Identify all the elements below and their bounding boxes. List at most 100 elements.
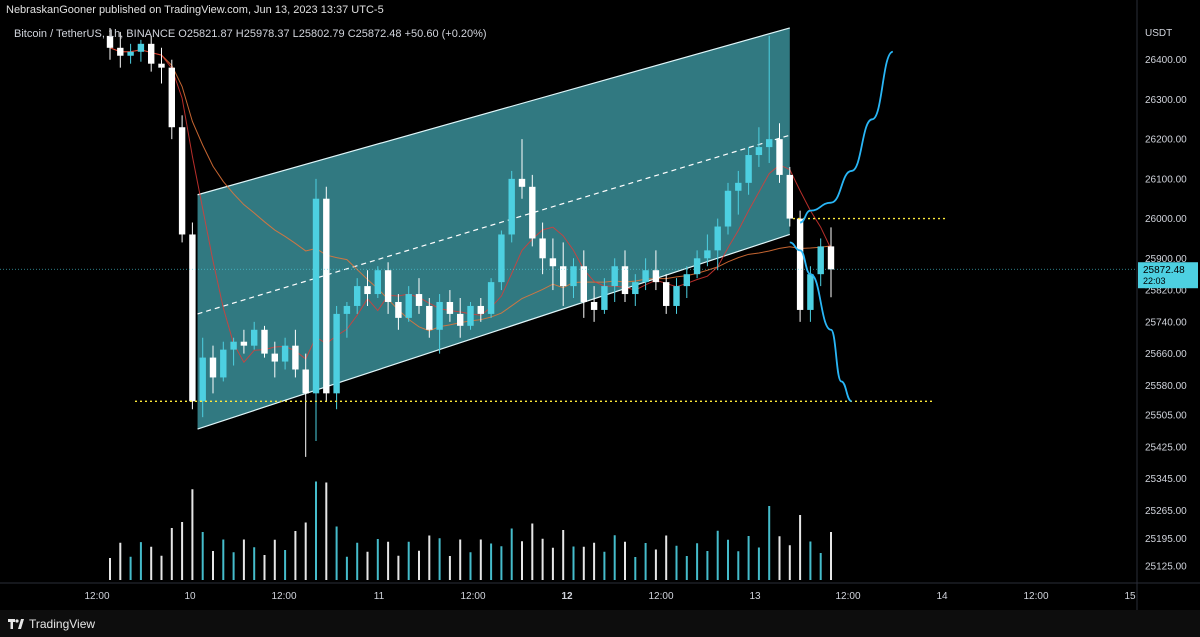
- candle-body: [333, 313, 340, 394]
- candle-body: [220, 349, 227, 378]
- price-axis-tick: 25900.00: [1145, 254, 1187, 265]
- volume-bar: [109, 558, 111, 580]
- volume-bar: [335, 526, 338, 580]
- volume-bar: [654, 549, 657, 580]
- volume-bar: [212, 551, 214, 580]
- candle-body: [642, 270, 649, 283]
- price-axis-tick: 25345.00: [1145, 474, 1187, 485]
- symbol-name[interactable]: Bitcoin / TetherUS, 1h, BINANCE: [14, 28, 176, 40]
- candle-body: [106, 35, 114, 48]
- volume-bar: [685, 556, 688, 580]
- candle-body: [745, 155, 752, 183]
- candle-body: [621, 266, 629, 295]
- symbol-legend[interactable]: Bitcoin / TetherUS, 1h, BINANCE O25821.8…: [14, 28, 487, 40]
- price-axis-tick: 25425.00: [1145, 442, 1187, 453]
- time-axis-tick: 12: [561, 591, 573, 602]
- candle-body: [168, 67, 175, 128]
- candle-body: [776, 139, 783, 175]
- tradingview-brand[interactable]: TradingView: [8, 617, 95, 631]
- volume-bar: [819, 553, 822, 580]
- price-axis-tick: 25740.00: [1145, 317, 1187, 328]
- volume-bar: [232, 552, 235, 580]
- volume-bar: [459, 539, 462, 580]
- time-axis-tick: 11: [374, 591, 385, 602]
- candle-body: [663, 282, 670, 306]
- volume-bar: [562, 530, 565, 580]
- volume-bar: [696, 543, 699, 580]
- candle-body: [426, 305, 433, 330]
- volume-bar: [170, 528, 173, 580]
- price-axis-tick: 25505.00: [1145, 411, 1187, 422]
- candle-body: [127, 51, 134, 56]
- candle-body: [673, 286, 680, 306]
- time-axis-tick: 12:00: [1023, 591, 1048, 602]
- volume-bar: [325, 482, 328, 580]
- price-axis-tick: 26300.00: [1145, 95, 1187, 106]
- volume-bar: [634, 557, 637, 580]
- volume-bar: [438, 538, 441, 580]
- candle-body: [343, 305, 351, 314]
- candle-body: [199, 357, 206, 402]
- volume-bar: [160, 555, 163, 580]
- volume-bar: [222, 539, 225, 580]
- volume-bar: [737, 551, 740, 580]
- candle-body: [714, 226, 721, 251]
- volume-bar: [304, 522, 307, 580]
- channel-upper-line: [197, 27, 790, 196]
- candle-body: [374, 270, 381, 295]
- time-axis-tick: 12:00: [835, 591, 860, 602]
- price-axis-tick: 25265.00: [1145, 506, 1187, 517]
- candle-body: [529, 186, 536, 239]
- candle-body: [518, 178, 526, 187]
- time-axis-tick: 12:00: [84, 591, 109, 602]
- volume-bar: [345, 556, 348, 580]
- price-axis-tick: 25125.00: [1145, 562, 1187, 573]
- candle-body: [230, 341, 237, 350]
- volume-bar: [242, 539, 245, 580]
- candle-body: [292, 345, 299, 370]
- volume-bar: [500, 546, 503, 580]
- volume-bar: [716, 530, 719, 580]
- time-axis-tick: 12:00: [648, 591, 673, 602]
- volume-bar: [356, 542, 359, 580]
- candle-body: [405, 294, 412, 318]
- candle-body: [724, 190, 732, 227]
- volume-bar: [510, 528, 513, 580]
- volume-bar: [428, 535, 431, 580]
- volume-bar: [665, 535, 668, 580]
- candle-body: [601, 286, 608, 310]
- time-axis-tick: 14: [936, 591, 948, 602]
- volume-bar: [397, 555, 400, 580]
- price-axis-tick: 26400.00: [1145, 55, 1187, 66]
- candle-body: [766, 139, 773, 148]
- candle-body: [796, 218, 804, 310]
- volume-bar: [809, 541, 812, 580]
- volume-bar: [582, 546, 585, 580]
- candle-body: [611, 266, 618, 287]
- volume-bar: [150, 546, 153, 580]
- price-chart[interactable]: USDT 25125.00 25195.00 25265.00 25345.00 2542…: [0, 0, 1200, 610]
- volume-bar: [799, 515, 802, 580]
- volume-bar: [644, 543, 647, 580]
- volume-bar: [387, 541, 390, 580]
- volume-bar: [675, 545, 678, 580]
- channel-fill: [197, 27, 790, 430]
- candle-body: [467, 305, 474, 326]
- volume-bar: [191, 489, 194, 580]
- candle-body: [354, 286, 361, 306]
- candle-body: [590, 301, 598, 310]
- volume-bar: [315, 481, 317, 580]
- ohlc-close: C25872.48: [347, 28, 402, 40]
- channel-midline: [197, 134, 790, 315]
- volume-bar: [768, 506, 771, 580]
- volume-bar: [706, 551, 709, 580]
- tradingview-logo-icon: [8, 619, 24, 629]
- candle-body: [281, 345, 289, 362]
- candle-body: [446, 301, 454, 314]
- time-axis-tick: 12:00: [271, 591, 296, 602]
- candle-body: [632, 282, 639, 295]
- price-axis-tick: 25580.00: [1145, 381, 1187, 392]
- candle-body: [693, 258, 701, 275]
- time-axis-tick: 15: [1124, 591, 1136, 602]
- volume-bar: [490, 543, 493, 580]
